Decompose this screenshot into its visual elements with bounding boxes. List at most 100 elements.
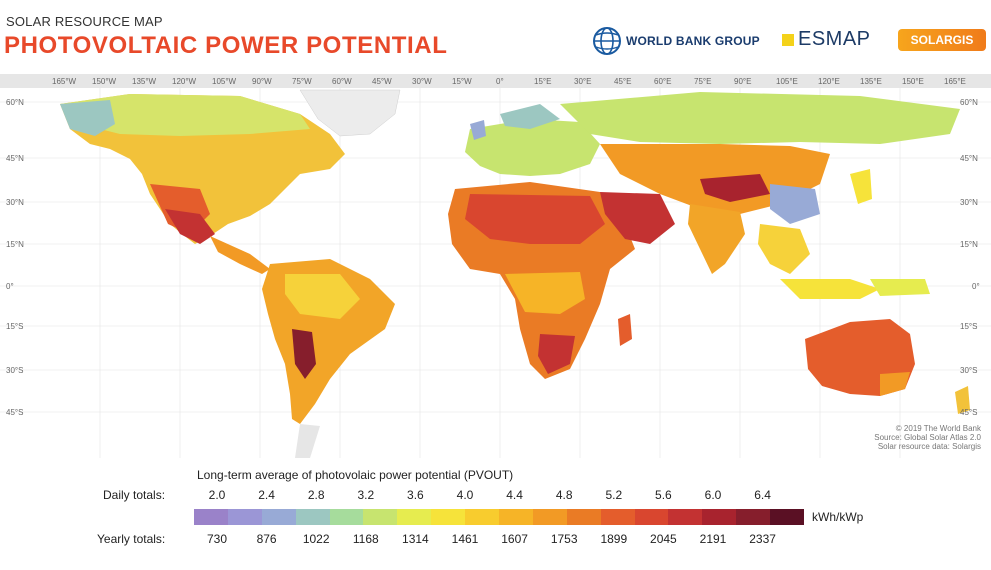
amazon: [285, 274, 360, 319]
solargis-logo: SOLARGIS: [898, 29, 986, 51]
color-swatch: [668, 509, 703, 525]
daily-tick-label: 5.2: [605, 488, 623, 502]
yearly-tick-label: 2045: [650, 532, 677, 546]
daily-totals-label: Daily totals:: [103, 488, 166, 502]
scandinavia: [500, 104, 560, 129]
color-swatch: [600, 509, 635, 525]
lat-label-right: 60°N: [960, 98, 978, 107]
world-bank-logo: WORLD BANK GROUP: [592, 26, 760, 56]
lon-label: 45°W: [372, 77, 392, 86]
lat-label: 45°N: [6, 154, 24, 163]
daily-tick-label: 4.8: [555, 488, 573, 502]
yearly-tick-label: 1461: [451, 532, 479, 546]
new-guinea: [870, 279, 930, 296]
yearly-tick-label: 730: [206, 532, 228, 546]
daily-tick-label: 6.0: [704, 488, 722, 502]
lat-label-right: 30°N: [960, 198, 978, 207]
lon-label: 135°W: [132, 77, 157, 86]
yearly-tick-label: 1899: [600, 532, 628, 546]
daily-tick-label: 5.6: [655, 488, 672, 502]
lat-label-right: 45°N: [960, 154, 978, 163]
lon-label: 135°E: [860, 77, 882, 86]
lat-label-right: 30°S: [960, 366, 978, 375]
yearly-tick-label: 1753: [550, 532, 578, 546]
india: [688, 204, 745, 274]
yearly-tick-label: 2191: [699, 532, 727, 546]
map-canvas: [0, 88, 991, 458]
southeast-asia: [758, 224, 810, 274]
daily-tick-label: 4.0: [456, 488, 474, 502]
australia-coast: [880, 372, 910, 396]
lon-label: 150°E: [902, 77, 924, 86]
central-america: [210, 236, 270, 274]
color-swatch: [397, 509, 432, 525]
lon-label: 105°W: [212, 77, 237, 86]
legend-title: Long-term average of photovolaic power p…: [197, 468, 514, 482]
lon-label: 75°E: [694, 77, 712, 86]
credit-line: Solar resource data: Solargis: [877, 442, 981, 451]
central-africa: [505, 272, 585, 314]
color-swatch: [532, 509, 567, 525]
lat-label: 0°: [6, 282, 14, 291]
color-swatch: [227, 509, 262, 525]
sahara-hot: [465, 194, 605, 244]
japan: [850, 169, 872, 204]
yearly-tick-label: 2337: [749, 532, 776, 546]
atacama-hot: [292, 329, 316, 379]
china-east-low: [770, 184, 820, 224]
lon-label: 15°E: [534, 77, 552, 86]
longitude-axis: 165°W 150°W 135°W 120°W 105°W 90°W 75°W …: [0, 74, 991, 88]
map-title: PHOTOVOLTAIC POWER POTENTIAL: [4, 32, 448, 59]
color-swatch: [736, 509, 771, 525]
lon-label: 165°W: [52, 77, 77, 86]
daily-tick-label: 2.4: [258, 488, 275, 502]
lon-label: 105°E: [776, 77, 798, 86]
daily-tick-label: 2.8: [307, 488, 325, 502]
alaska: [60, 100, 115, 136]
new-zealand: [955, 386, 970, 414]
daily-tick-label: 3.6: [407, 488, 424, 502]
lon-label: 60°E: [654, 77, 672, 86]
antarctica: [295, 424, 320, 458]
lat-label: 30°S: [6, 366, 24, 375]
color-swatch: [702, 509, 737, 525]
lat-label-right: 15°N: [960, 240, 978, 249]
arabia: [600, 192, 675, 244]
lat-label: 60°N: [6, 98, 24, 107]
credit-line: © 2019 The World Bank: [895, 424, 981, 433]
daily-tick-label: 6.4: [754, 488, 771, 502]
lon-label: 45°E: [614, 77, 632, 86]
yearly-tick-label: 1168: [352, 532, 379, 546]
esmap-logo: ESMAP: [782, 28, 871, 51]
color-swatch: [295, 509, 330, 525]
esmap-logo-text: ESMAP: [798, 28, 871, 50]
europe: [465, 119, 600, 176]
lon-label: 15°W: [452, 77, 472, 86]
madagascar: [618, 314, 632, 346]
lon-label: 150°W: [92, 77, 117, 86]
lat-label-right: 0°: [972, 282, 980, 291]
southern-africa-hot: [538, 334, 575, 374]
tibet-hot: [700, 174, 770, 202]
russia: [560, 92, 960, 144]
lat-label: 30°N: [6, 198, 24, 207]
lat-label: 15°S: [6, 322, 24, 331]
yearly-tick-label: 1607: [501, 532, 528, 546]
color-swatch: [431, 509, 466, 525]
uk: [470, 120, 486, 140]
lat-label: 45°S: [6, 408, 24, 417]
color-scale-bar: [194, 509, 805, 525]
color-swatch: [566, 509, 601, 525]
indonesia: [780, 279, 880, 299]
map-credits: © 2019 The World Bank Source: Global Sol…: [874, 424, 981, 451]
color-swatch: [329, 509, 364, 525]
daily-tick-label: 4.4: [506, 488, 523, 502]
lon-label: 30°W: [412, 77, 432, 86]
color-swatch: [194, 509, 228, 525]
lat-label-right: 45°S: [960, 408, 978, 417]
globe-icon: [593, 27, 621, 55]
lon-label: 90°E: [734, 77, 752, 86]
lon-label: 60°W: [332, 77, 352, 86]
north-america-north: [60, 94, 310, 136]
header: SOLAR RESOURCE MAP PHOTOVOLTAIC POWER PO…: [0, 0, 991, 72]
